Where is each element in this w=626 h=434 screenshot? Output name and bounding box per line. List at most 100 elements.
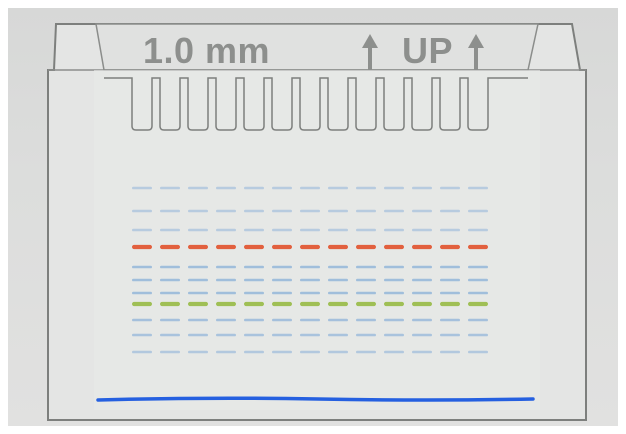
blue-band	[160, 291, 180, 295]
blue-band	[328, 265, 348, 269]
blue-band	[300, 186, 320, 190]
blue-band	[328, 228, 348, 232]
blue-band	[356, 278, 376, 282]
blue-band	[440, 350, 460, 354]
blue-band	[216, 228, 236, 232]
blue-band	[412, 228, 432, 232]
blue-band	[244, 318, 264, 322]
green-band	[328, 301, 348, 307]
blue-band	[440, 291, 460, 295]
green-band	[216, 301, 236, 307]
green-band	[300, 301, 320, 307]
blue-band	[216, 333, 236, 337]
green-band	[272, 301, 292, 307]
blue-band	[440, 228, 460, 232]
blue-band	[468, 350, 488, 354]
blue-band	[188, 318, 208, 322]
green-band	[468, 301, 488, 307]
blue-band	[188, 291, 208, 295]
blue-band	[468, 265, 488, 269]
blue-band	[272, 265, 292, 269]
blue-band	[216, 278, 236, 282]
blue-band	[300, 333, 320, 337]
gel-cassette	[47, 23, 587, 421]
blue-band	[384, 209, 404, 213]
blue-band	[216, 318, 236, 322]
blue-band	[300, 278, 320, 282]
blue-band	[188, 278, 208, 282]
blue-band	[384, 333, 404, 337]
blue-band	[328, 278, 348, 282]
blue-band	[272, 350, 292, 354]
blue-band	[132, 265, 152, 269]
blue-band	[356, 209, 376, 213]
blue-band	[356, 186, 376, 190]
blue-band	[188, 265, 208, 269]
blue-band	[412, 186, 432, 190]
blue-band	[188, 186, 208, 190]
blue-band	[160, 228, 180, 232]
blue-band	[328, 350, 348, 354]
red-band	[272, 244, 292, 250]
blue-band	[468, 333, 488, 337]
blue-band	[384, 291, 404, 295]
blue-band	[440, 333, 460, 337]
red-band	[468, 244, 488, 250]
red-band	[384, 244, 404, 250]
blue-band	[272, 291, 292, 295]
blue-band	[440, 278, 460, 282]
blue-band	[412, 318, 432, 322]
blue-band	[160, 278, 180, 282]
blue-band	[216, 291, 236, 295]
red-band	[300, 244, 320, 250]
blue-band	[160, 333, 180, 337]
blue-band	[216, 265, 236, 269]
red-band	[244, 244, 264, 250]
blue-band	[384, 228, 404, 232]
blue-band	[132, 278, 152, 282]
blue-band	[188, 228, 208, 232]
well-comb	[104, 77, 528, 131]
blue-band	[188, 350, 208, 354]
red-band	[440, 244, 460, 250]
up-arrow-icon	[362, 34, 378, 70]
blue-band	[412, 333, 432, 337]
red-band	[160, 244, 180, 250]
blue-band	[132, 333, 152, 337]
blue-band	[412, 350, 432, 354]
blue-band	[244, 350, 264, 354]
blue-band	[132, 209, 152, 213]
blue-band	[244, 333, 264, 337]
blue-band	[300, 318, 320, 322]
blue-band	[384, 318, 404, 322]
up-arrow-icon	[468, 34, 484, 70]
blue-band	[132, 291, 152, 295]
blue-band	[468, 209, 488, 213]
blue-band	[468, 291, 488, 295]
red-band	[216, 244, 236, 250]
blue-band	[188, 209, 208, 213]
blue-band	[244, 209, 264, 213]
blue-band	[356, 291, 376, 295]
green-band	[384, 301, 404, 307]
blue-band	[412, 278, 432, 282]
blue-band	[412, 209, 432, 213]
green-band	[244, 301, 264, 307]
band-grid	[132, 186, 488, 354]
blue-band	[384, 278, 404, 282]
blue-band	[244, 265, 264, 269]
blue-band	[440, 265, 460, 269]
blue-band	[216, 350, 236, 354]
blue-band	[272, 333, 292, 337]
blue-band	[384, 186, 404, 190]
blue-band	[384, 265, 404, 269]
blue-band	[272, 209, 292, 213]
gel-photo: 1.0 mm UP	[8, 8, 618, 426]
blue-band	[216, 209, 236, 213]
red-band	[356, 244, 376, 250]
blue-band	[272, 318, 292, 322]
red-band	[132, 244, 152, 250]
green-band	[188, 301, 208, 307]
blue-band	[356, 228, 376, 232]
blue-band	[384, 350, 404, 354]
